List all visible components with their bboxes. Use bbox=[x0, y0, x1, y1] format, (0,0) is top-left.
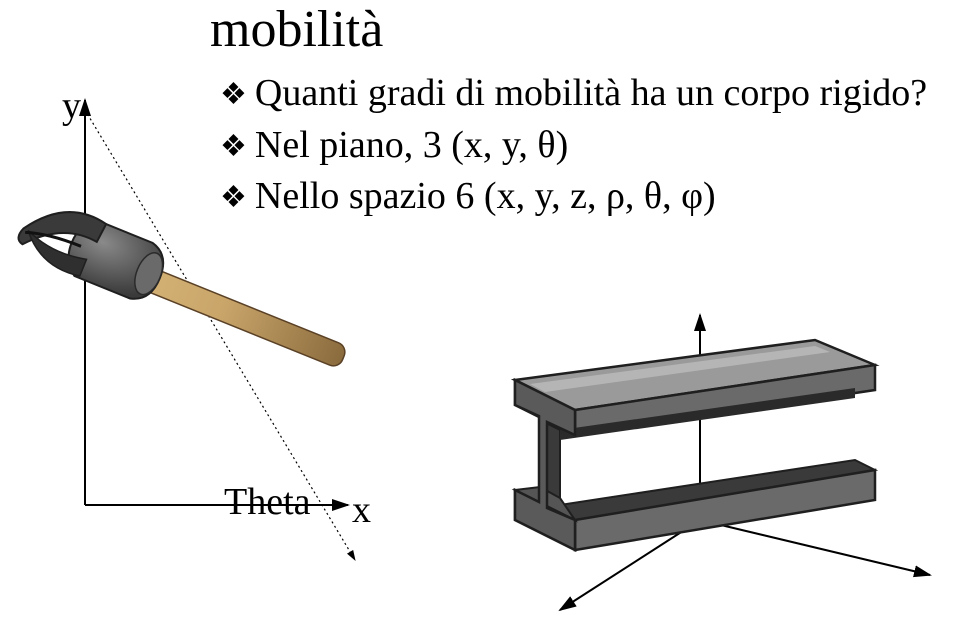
left-diagram bbox=[0, 80, 400, 600]
right-diagram bbox=[440, 260, 960, 633]
slide-title: mobilità bbox=[210, 0, 383, 59]
slide: mobilità ❖ Quanti gradi di mobilità ha u… bbox=[0, 0, 960, 633]
